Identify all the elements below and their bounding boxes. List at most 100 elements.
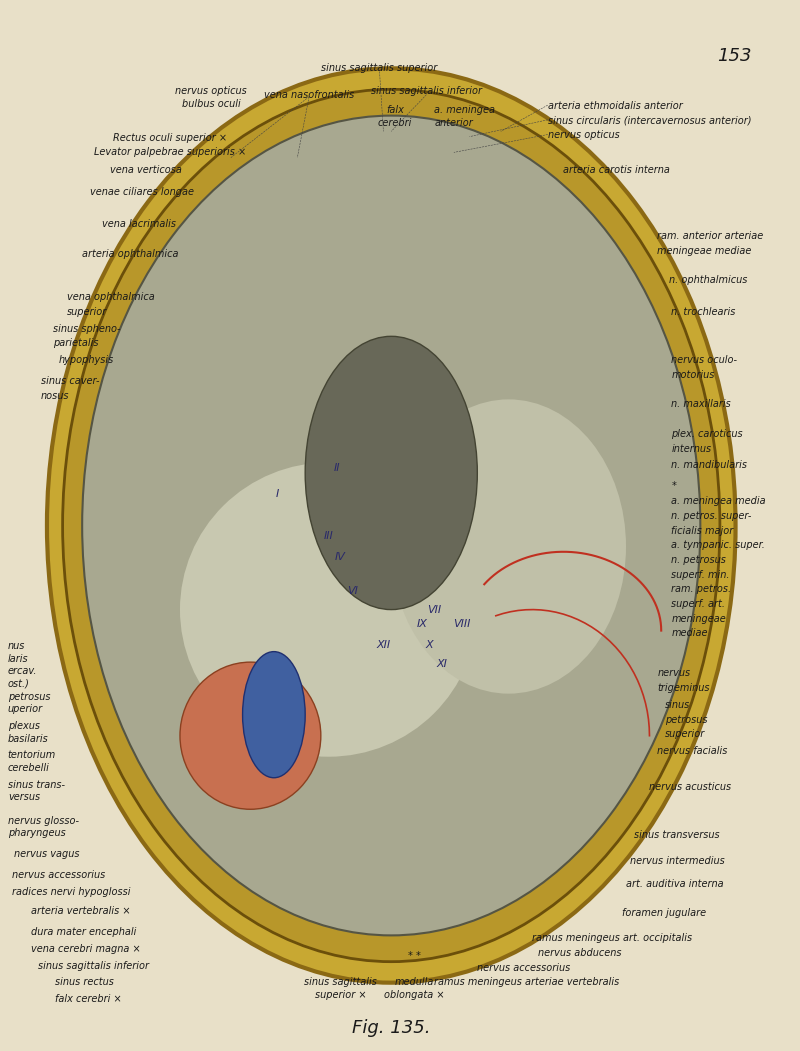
Text: uperior: uperior bbox=[8, 704, 43, 715]
Text: ram. anterior arteriae: ram. anterior arteriae bbox=[658, 231, 763, 242]
Text: internus: internus bbox=[671, 444, 711, 454]
Text: VII: VII bbox=[427, 604, 442, 615]
Text: nervus oculo-: nervus oculo- bbox=[671, 355, 738, 366]
Text: nervus facialis: nervus facialis bbox=[658, 746, 728, 757]
Text: vena nasofrontalis: vena nasofrontalis bbox=[264, 90, 354, 101]
Text: Levator palpebrae superioris ×: Levator palpebrae superioris × bbox=[94, 147, 246, 158]
Text: tentorium: tentorium bbox=[8, 750, 56, 761]
Text: nervus accessorius: nervus accessorius bbox=[478, 963, 570, 973]
Text: n. ophthalmicus: n. ophthalmicus bbox=[669, 275, 747, 286]
Text: nervus opticus: nervus opticus bbox=[175, 86, 247, 97]
Text: ost.): ost.) bbox=[8, 679, 30, 689]
Text: medulla: medulla bbox=[395, 977, 434, 988]
Text: Fig. 135.: Fig. 135. bbox=[352, 1019, 430, 1037]
Text: n. trochlearis: n. trochlearis bbox=[671, 307, 736, 317]
Text: arteria vertebralis ×: arteria vertebralis × bbox=[31, 906, 131, 916]
Text: n. petrosus: n. petrosus bbox=[671, 555, 726, 565]
Text: cerebri: cerebri bbox=[378, 118, 412, 128]
Text: laris: laris bbox=[8, 654, 29, 664]
Text: meningeae: meningeae bbox=[671, 614, 726, 624]
Text: vena ophthalmica: vena ophthalmica bbox=[66, 292, 154, 303]
Text: oblongata ×: oblongata × bbox=[385, 990, 445, 1001]
Text: sinus transversus: sinus transversus bbox=[634, 830, 719, 841]
Text: X: X bbox=[425, 640, 433, 651]
Text: sinus sagittalis inferior: sinus sagittalis inferior bbox=[371, 86, 482, 97]
Text: I: I bbox=[276, 489, 279, 499]
Text: sinus rectus: sinus rectus bbox=[54, 977, 114, 988]
Text: nervus glosso-: nervus glosso- bbox=[8, 816, 79, 826]
Text: IV: IV bbox=[335, 552, 346, 562]
Text: nus: nus bbox=[8, 641, 26, 652]
Text: foramen jugulare: foramen jugulare bbox=[622, 908, 706, 919]
Text: VIII: VIII bbox=[453, 619, 470, 630]
Text: sinus spheno-: sinus spheno- bbox=[54, 324, 121, 334]
Text: nervus acusticus: nervus acusticus bbox=[650, 782, 732, 792]
Text: arteria ethmoidalis anterior: arteria ethmoidalis anterior bbox=[548, 101, 682, 111]
Text: sinus trans-: sinus trans- bbox=[8, 780, 65, 790]
Text: sinus: sinus bbox=[665, 700, 690, 710]
Text: ram. petros.: ram. petros. bbox=[671, 584, 731, 595]
Text: sinus sagittalis inferior: sinus sagittalis inferior bbox=[38, 961, 149, 971]
Text: basilaris: basilaris bbox=[8, 734, 49, 744]
Ellipse shape bbox=[180, 462, 478, 757]
Text: versus: versus bbox=[8, 792, 40, 803]
Text: a. tympanic. super.: a. tympanic. super. bbox=[671, 540, 766, 551]
Text: trigeminus: trigeminus bbox=[658, 683, 710, 694]
Text: hypophysis: hypophysis bbox=[58, 355, 114, 366]
Text: vena cerebri magna ×: vena cerebri magna × bbox=[31, 944, 141, 954]
Text: radices nervi hypoglossi: radices nervi hypoglossi bbox=[12, 887, 130, 898]
Text: mediae: mediae bbox=[671, 628, 708, 639]
Text: sinus sagittalis: sinus sagittalis bbox=[304, 977, 377, 988]
Text: petrosus: petrosus bbox=[8, 692, 50, 702]
Text: dura mater encephali: dura mater encephali bbox=[31, 927, 137, 937]
Text: superf. min.: superf. min. bbox=[671, 570, 730, 580]
Ellipse shape bbox=[305, 336, 478, 610]
Ellipse shape bbox=[391, 399, 626, 694]
Text: a. meningea media: a. meningea media bbox=[671, 496, 766, 507]
Text: superior: superior bbox=[66, 307, 106, 317]
Text: superf. art.: superf. art. bbox=[671, 599, 726, 610]
Text: falx: falx bbox=[386, 105, 404, 116]
Text: superior ×: superior × bbox=[314, 990, 366, 1001]
Text: petrosus: petrosus bbox=[665, 715, 708, 725]
Text: nervus abducens: nervus abducens bbox=[538, 948, 622, 959]
Text: art. auditiva interna: art. auditiva interna bbox=[626, 879, 724, 889]
Text: Rectus oculi superior ×: Rectus oculi superior × bbox=[114, 133, 227, 144]
Ellipse shape bbox=[180, 662, 321, 809]
Text: sinus caver-: sinus caver- bbox=[41, 376, 99, 387]
Text: *: * bbox=[671, 481, 676, 492]
Text: n. petros. super-: n. petros. super- bbox=[671, 511, 752, 521]
Text: plexus: plexus bbox=[8, 721, 40, 731]
Text: venae ciliares longae: venae ciliares longae bbox=[90, 187, 194, 198]
Text: meningeae mediae: meningeae mediae bbox=[658, 246, 752, 256]
Ellipse shape bbox=[47, 68, 735, 983]
Ellipse shape bbox=[242, 652, 305, 778]
Text: arteria carotis interna: arteria carotis interna bbox=[563, 165, 670, 176]
Text: XI: XI bbox=[437, 659, 447, 669]
Text: vena lacrimalis: vena lacrimalis bbox=[102, 219, 176, 229]
Text: sinus circularis (intercavernosus anterior): sinus circularis (intercavernosus anteri… bbox=[548, 116, 751, 126]
Text: motorius: motorius bbox=[671, 370, 714, 380]
Text: nervus: nervus bbox=[658, 668, 690, 679]
Text: VI: VI bbox=[346, 585, 358, 596]
Text: pharyngeus: pharyngeus bbox=[8, 828, 66, 839]
Text: II: II bbox=[334, 462, 340, 473]
Ellipse shape bbox=[62, 89, 720, 962]
Text: parietalis: parietalis bbox=[54, 338, 98, 349]
Text: 153: 153 bbox=[717, 47, 751, 65]
Text: plex. caroticus: plex. caroticus bbox=[671, 429, 743, 439]
Ellipse shape bbox=[82, 116, 700, 935]
Text: cerebelli: cerebelli bbox=[8, 763, 50, 774]
Text: IX: IX bbox=[417, 619, 428, 630]
Text: ramus meningeus arteriae vertebralis: ramus meningeus arteriae vertebralis bbox=[434, 977, 619, 988]
Text: sinus sagittalis superior: sinus sagittalis superior bbox=[322, 63, 438, 74]
Text: anterior: anterior bbox=[434, 118, 473, 128]
Text: nervus intermedius: nervus intermedius bbox=[630, 856, 725, 866]
Text: nervus accessorius: nervus accessorius bbox=[12, 870, 105, 881]
Text: III: III bbox=[324, 531, 334, 541]
Text: nervus opticus: nervus opticus bbox=[548, 130, 619, 141]
Text: nervus vagus: nervus vagus bbox=[14, 849, 79, 860]
Text: n. mandibularis: n. mandibularis bbox=[671, 460, 747, 471]
Text: ficialis major: ficialis major bbox=[671, 526, 734, 536]
Text: ercav.: ercav. bbox=[8, 666, 38, 677]
